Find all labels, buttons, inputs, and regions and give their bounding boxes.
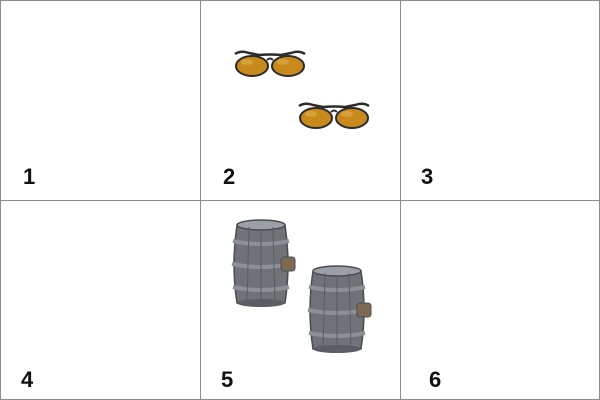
cell-number: 5 [221, 367, 234, 392]
cell-number: 6 [429, 367, 442, 392]
grid-cell-5[interactable]: 5 [200, 200, 401, 400]
barrel-icon [307, 265, 372, 353]
sunglasses-icon [298, 102, 370, 129]
cell-number: 1 [23, 164, 36, 189]
grid-cell-4[interactable]: 4 [0, 200, 201, 400]
grid-cell-3[interactable]: 3 [400, 0, 600, 201]
grid-cell-2[interactable]: 2 [200, 0, 401, 201]
cell-number: 3 [421, 164, 434, 189]
cell-number: 4 [21, 367, 34, 392]
grid-cell-1[interactable]: 1 [0, 0, 201, 201]
grid-cell-6[interactable]: 6 [400, 200, 600, 400]
sunglasses-icon [234, 50, 306, 77]
barrel-icon [231, 219, 296, 307]
cell-number: 2 [223, 164, 236, 189]
